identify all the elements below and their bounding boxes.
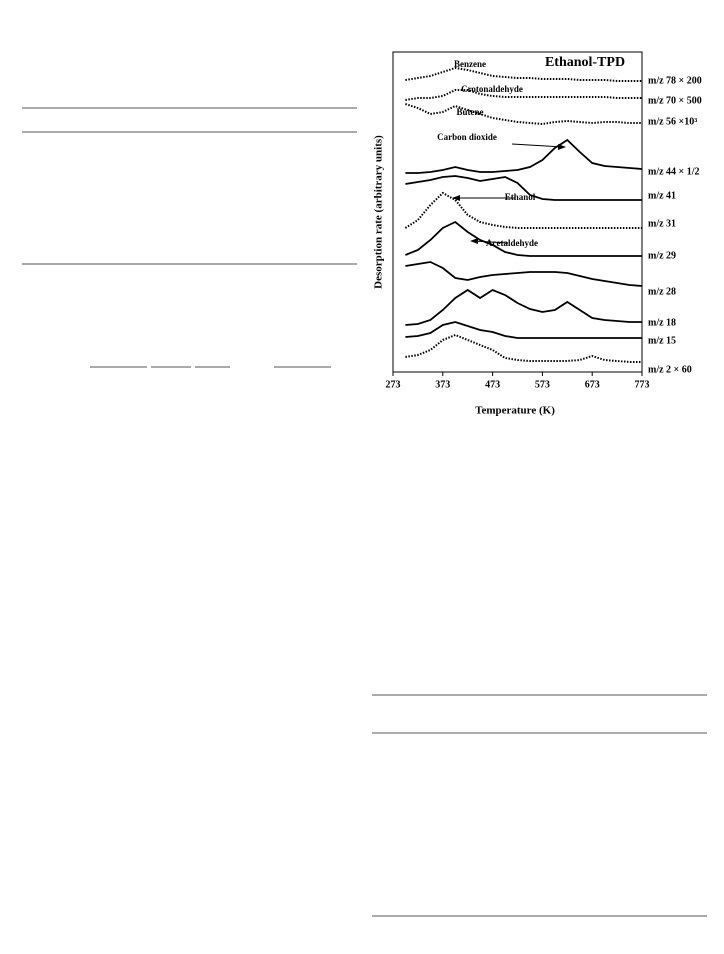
x-tick-label: 573: [535, 379, 550, 390]
series-line: [404, 191, 642, 229]
series-label: m/z 31: [648, 218, 676, 229]
annotation-arrow: [511, 143, 564, 148]
plot-frame: [392, 51, 643, 373]
chart-title: Ethanol-TPD: [545, 55, 625, 70]
x-axis-label: Temperature (K): [475, 405, 555, 417]
y-axis-label: Desorption rate (arbitrary units): [373, 135, 385, 289]
x-tick-label: 273: [386, 379, 401, 390]
annotation: Crotonaldehyde: [461, 84, 523, 94]
series-line: [405, 333, 642, 363]
annotation-arrowhead: [452, 195, 460, 201]
series-label: m/z 29: [648, 250, 676, 261]
series-label: m/z 41: [648, 190, 676, 201]
annotation: Butene: [457, 107, 484, 117]
series-line: [405, 89, 642, 101]
annotation-arrowhead: [470, 238, 478, 244]
series-label: m/z 70 × 500: [648, 95, 702, 106]
series-label: m/z 28: [648, 286, 676, 297]
series-line: [405, 288, 642, 326]
series-line: [405, 175, 642, 201]
series-label: m/z 15: [648, 335, 676, 346]
annotation-arrow: [473, 240, 509, 244]
series-label: m/z 2 × 60: [648, 364, 692, 375]
series-line: [405, 321, 642, 339]
series-label: m/z 18: [648, 317, 676, 328]
series-label: m/z 44 × 1/2: [648, 166, 700, 177]
x-tick-label: 673: [585, 379, 600, 390]
series-label: m/z 78 × 200: [648, 75, 702, 86]
series-line: [405, 138, 643, 174]
series-line: [405, 220, 642, 257]
annotation: Carbon dioxide: [437, 132, 497, 142]
series-line: [405, 103, 642, 126]
annotation: Benzene: [454, 59, 486, 69]
series-line: [405, 261, 643, 287]
annotation: Acetaldehyde: [486, 238, 538, 248]
series-line: [405, 66, 642, 82]
x-tick-label: 773: [635, 379, 650, 390]
annotation: Ethanol: [505, 192, 536, 202]
series-label: m/z 56 ×10³: [648, 116, 697, 127]
x-tick-label: 473: [485, 379, 500, 390]
x-tick-label: 373: [435, 379, 450, 390]
